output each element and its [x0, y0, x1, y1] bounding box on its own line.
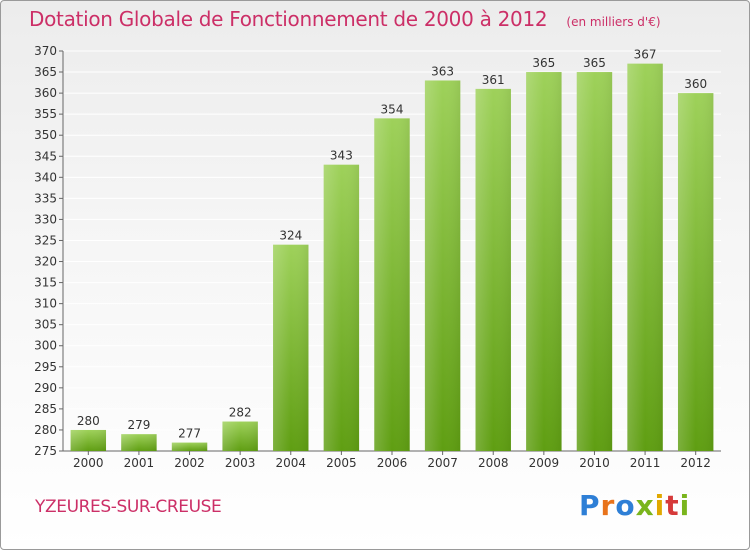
- value-label-2009: 365: [532, 56, 555, 70]
- chart-title: Dotation Globale de Fonctionnement de 20…: [29, 7, 548, 31]
- bar-shine-2002: [171, 442, 208, 451]
- y-tick-label: 355: [34, 107, 57, 121]
- proxiti-logo[interactable]: Proxiti: [579, 489, 691, 522]
- x-tick-label-2008: 2008: [478, 456, 509, 470]
- y-tick-label: 275: [34, 444, 57, 458]
- bar-shine-2005: [323, 164, 360, 451]
- value-label-2008: 361: [482, 73, 505, 87]
- bars: [70, 63, 714, 452]
- y-tick-label: 370: [34, 44, 57, 58]
- y-tick-label: 320: [34, 255, 57, 269]
- x-tick-label-2001: 2001: [124, 456, 155, 470]
- y-tick-label: 345: [34, 149, 57, 163]
- y-tick-label: 315: [34, 276, 57, 290]
- bar-shine-2008: [475, 88, 511, 451]
- value-label-2004: 324: [279, 229, 302, 243]
- y-tick-label: 310: [34, 297, 57, 311]
- y-tick-label: 280: [34, 423, 57, 437]
- y-tick-label: 360: [34, 86, 57, 100]
- chart-unit-note: (en milliers d'€): [566, 15, 661, 29]
- x-tick-label-2007: 2007: [427, 456, 458, 470]
- bar-shine-2012: [677, 93, 714, 452]
- y-tick-label: 340: [34, 170, 57, 184]
- bar-shine-2003: [222, 421, 258, 451]
- bar-shine-2011: [627, 63, 663, 451]
- value-label-2000: 280: [77, 414, 100, 428]
- x-tick-label-2011: 2011: [630, 456, 661, 470]
- y-tick-label: 295: [34, 360, 57, 374]
- value-labels: 280 279 277 282 324 343 354 363 361 365 365 367 360: [77, 48, 707, 441]
- x-tick-label-2003: 2003: [225, 456, 256, 470]
- x-axis-ticks: 2000 2001 2002 2003 2004 2005 2006 2007 2008 2009…: [73, 451, 711, 470]
- y-tick-label: 305: [34, 318, 57, 332]
- x-tick-label-2000: 2000: [73, 456, 104, 470]
- bar-shine-2007: [424, 80, 461, 451]
- x-tick-label-2004: 2004: [275, 456, 306, 470]
- x-tick-label-2006: 2006: [377, 456, 408, 470]
- value-label-2012: 360: [684, 77, 707, 91]
- bar-shine-2001: [121, 434, 157, 451]
- bar-shine-2004: [273, 244, 309, 451]
- title-row: Dotation Globale de Fonctionnement de 20…: [29, 7, 661, 37]
- y-tick-label: 325: [34, 233, 57, 247]
- x-tick-label-2009: 2009: [529, 456, 560, 470]
- value-label-2006: 354: [381, 102, 404, 116]
- x-tick-label-2012: 2012: [680, 456, 711, 470]
- value-label-2005: 343: [330, 149, 353, 163]
- value-label-2011: 367: [634, 48, 657, 62]
- x-tick-label-2010: 2010: [579, 456, 610, 470]
- y-tick-label: 335: [34, 191, 57, 205]
- bar-shine-2010: [576, 72, 613, 451]
- y-tick-label: 350: [34, 128, 57, 142]
- value-label-2001: 279: [127, 418, 150, 432]
- y-tick-label: 290: [34, 381, 57, 395]
- bar-shine-2000: [70, 429, 107, 451]
- x-tick-label-2005: 2005: [326, 456, 357, 470]
- y-tick-label: 330: [34, 212, 57, 226]
- y-tick-label: 285: [34, 402, 57, 416]
- value-label-2002: 277: [178, 427, 201, 441]
- y-tick-label: 365: [34, 65, 57, 79]
- y-tick-label: 300: [34, 339, 57, 353]
- bar-shine-2006: [374, 118, 410, 452]
- commune-name: YZEURES-SUR-CREUSE: [35, 497, 222, 517]
- value-label-2007: 363: [431, 64, 454, 78]
- value-label-2010: 365: [583, 56, 606, 70]
- bar-shine-2009: [526, 72, 562, 451]
- x-tick-label-2002: 2002: [174, 456, 205, 470]
- value-label-2003: 282: [229, 406, 252, 420]
